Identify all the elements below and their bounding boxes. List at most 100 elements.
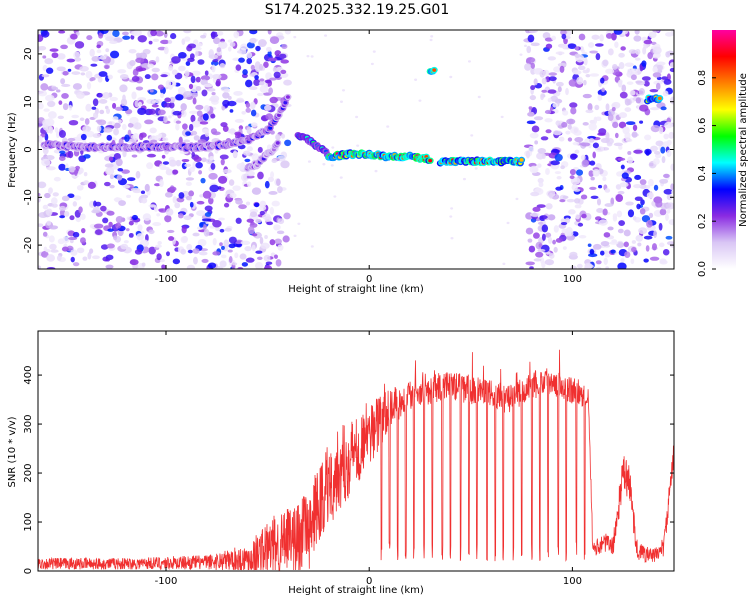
spectrogram-noise-cell [627,209,635,218]
spectrogram-noise-cell [105,167,115,176]
spectrogram-noise-cell [634,196,643,201]
spectrogram-noise-cell [592,243,602,250]
spectrogram-noise-cell [624,107,632,113]
spectrogram-noise-cell [324,34,328,37]
spectrogram-noise-cell [643,39,653,45]
spectrogram-noise-cell [562,44,569,50]
x-tick-label: 100 [563,274,582,285]
spectrogram-noise-cell [250,109,257,117]
spectrogram-noise-cell [124,134,130,142]
spectrogram-noise-cell [208,172,218,180]
spectrogram-noise-cell [52,192,59,197]
spectrogram-noise-cell [66,58,76,63]
spectrogram-noise-cell [117,167,124,172]
spectrogram-noise-cell [42,204,49,210]
spectrogram-noise-cell [43,108,50,112]
spectrogram-noise-cell [72,262,80,267]
spectrogram-noise-cell [595,52,601,61]
spectrogram-noise-cell [255,218,262,224]
spectrogram-noise-cell [618,61,625,70]
spectrogram-noise-cell [621,84,627,92]
spectrogram-noise-cell [277,244,284,251]
spectrogram-noise-cell [231,262,238,266]
spectrogram-noise-cell [276,230,285,235]
spectrogram-noise-cell [155,244,162,248]
spectrogram-noise-cell [56,53,66,60]
spectrogram-noise-cell [570,107,577,115]
spectrogram-noise-cell [602,176,607,182]
spectrogram-noise-cell [567,43,577,49]
spectrogram-noise-cell [148,246,156,255]
colorbar-label: Normalized spectral amplitude [738,73,749,227]
spectrogram-noise-cell [92,255,100,260]
spectrogram-noise-cell [653,158,660,165]
spectrogram-noise-cell [42,231,48,237]
spectrogram-noise-cell [141,262,146,267]
spectrogram-noise-cell [107,74,113,80]
spectrogram-noise-cell [56,255,62,261]
spectrogram-noise-cell [228,179,235,186]
spectrogram-noise-cell [560,30,567,36]
spectrogram-noise-cell [550,160,560,166]
spectrogram-noise-cell [310,55,314,58]
spectrogram-noise-cell [216,31,224,36]
spectrogram-noise-cell [638,227,648,235]
spectrogram-noise-cell [244,246,252,252]
spectrogram-noise-cell [284,139,292,147]
spectrogram-noise-cell [530,62,535,69]
spectrogram-noise-cell [374,169,378,173]
spectrogram-noise-cell [203,83,213,88]
spectrogram-noise-cell [545,43,553,49]
spectrogram-noise-cell [196,43,203,47]
spectrogram-noise-cell [529,95,537,101]
spectrogram-noise-cell [38,90,48,97]
spectrogram-noise-cell [541,77,547,85]
spectrogram-noise-cell [105,48,110,53]
spectrogram-noise-cell [615,184,622,190]
spectrogram-noise-cell [178,52,187,59]
spectrogram-noise-cell [235,119,243,123]
spectrogram-noise-cell [141,197,148,204]
spectrogram-noise-cell [572,70,582,75]
spectrogram-noise-cell [222,169,232,174]
spectrogram-noise-cell [159,163,166,171]
spectrogram-noise-cell [249,37,257,44]
colorbar: 0.0 0.2 0.4 0.6 0.8 Normalized spectral ampl… [697,30,749,277]
spectrogram-noise-cell [201,218,212,222]
spectrogram-noise-cell [625,121,636,126]
spectrogram-noise-cell [639,184,648,189]
spectrogram-noise-cell [195,86,202,91]
spectrogram-noise-cell [648,31,657,39]
spectrogram-noise-cell [533,78,538,86]
spectrogram-noise-cell [67,150,74,159]
spectrogram-noise-cell [45,118,55,127]
spectrogram-noise-cell [157,109,166,115]
spectrogram-noise-cell [595,260,602,265]
spectrogram-noise-cell [236,163,246,170]
spectrogram-noise-cell [154,98,163,104]
spectrogram-noise-cell [264,234,268,240]
spectrogram-noise-cell [163,46,169,55]
spectrogram-noise-cell [635,234,644,242]
spectrogram-noise-cell [665,213,669,221]
spectrogram-noise-cell [552,130,562,136]
spectrogram-noise-cell [38,181,47,189]
spectrogram-noise-cell [342,89,346,92]
spectrogram-noise-cell [540,136,549,141]
spectrogram-noise-cell [200,177,206,184]
spectrogram-noise-cell [580,154,586,161]
spectrogram-noise-cell [211,73,222,80]
spectrogram-noise-cell [191,151,196,157]
spectrogram-noise-cell [552,239,556,245]
spectrogram-noise-cell [46,254,56,262]
spectrogram-noise-cell [530,212,540,217]
spectrogram-noise-cell [228,236,237,244]
spectrogram-noise-cell [529,165,539,174]
spectrogram-noise-cell [277,186,283,194]
spectrogram-noise-cell [580,194,588,200]
spectrogram-noise-cell [67,193,75,199]
spectrogram-noise-cell [649,256,660,261]
spectrogram-noise-cell [643,258,649,263]
spectrogram-noise-cell [577,65,586,71]
spectrogram-noise-cell [199,222,204,228]
